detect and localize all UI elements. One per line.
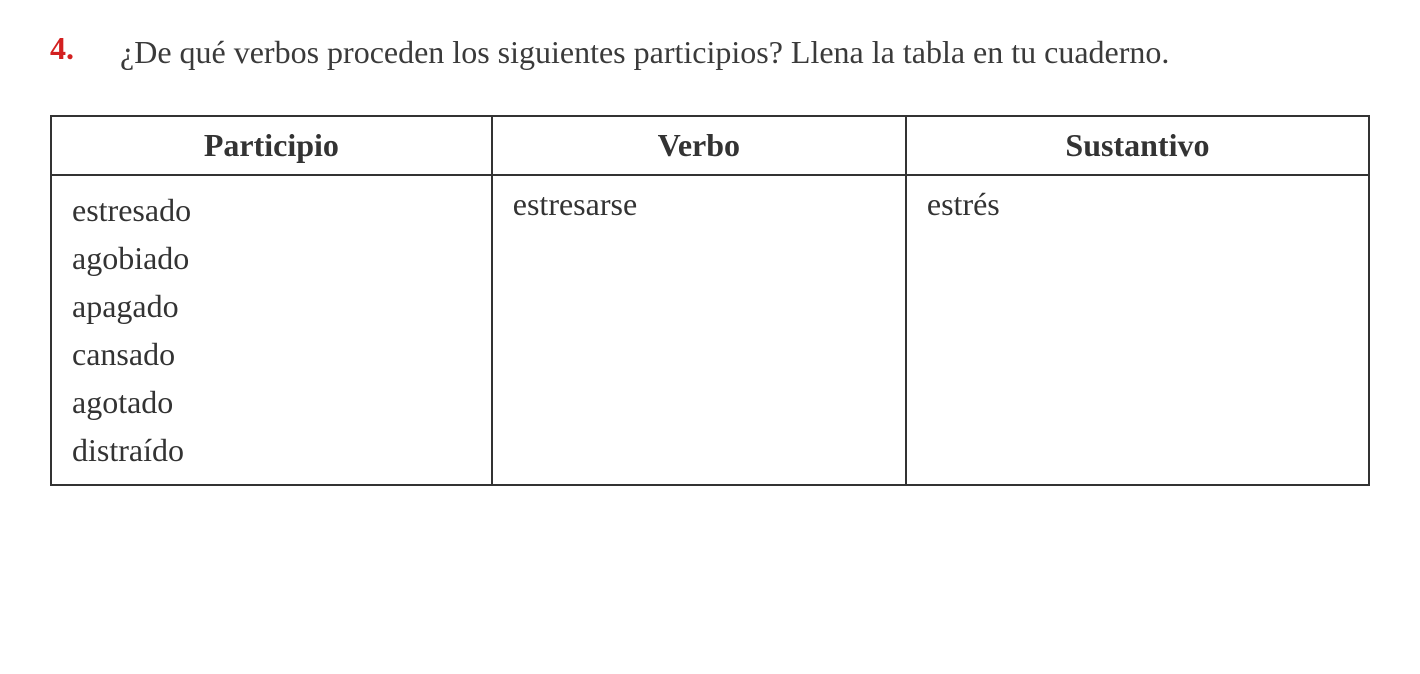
participio-item: agobiado — [72, 234, 471, 282]
participio-item: estresado — [72, 186, 471, 234]
exercise-number: 4. — [50, 30, 90, 67]
exercise-table: Participio Verbo Sustantivo estresado ag… — [50, 115, 1370, 486]
table-row: estresado agobiado apagado cansado agota… — [51, 175, 1369, 485]
header-participio: Participio — [51, 116, 492, 175]
sustantivo-item: estrés — [927, 186, 1348, 223]
header-verbo: Verbo — [492, 116, 906, 175]
exercise-prompt: ¿De qué verbos proceden los siguientes p… — [120, 30, 1370, 75]
participio-item: apagado — [72, 282, 471, 330]
table-header-row: Participio Verbo Sustantivo — [51, 116, 1369, 175]
participio-item: distraído — [72, 426, 471, 474]
verbo-cell: estresarse — [492, 175, 906, 485]
verbo-item: estresarse — [513, 186, 885, 223]
participio-item: cansado — [72, 330, 471, 378]
header-sustantivo: Sustantivo — [906, 116, 1369, 175]
participio-item: agotado — [72, 378, 471, 426]
sustantivo-cell: estrés — [906, 175, 1369, 485]
participio-cell: estresado agobiado apagado cansado agota… — [51, 175, 492, 485]
exercise-header: 4. ¿De qué verbos proceden los siguiente… — [50, 30, 1370, 75]
